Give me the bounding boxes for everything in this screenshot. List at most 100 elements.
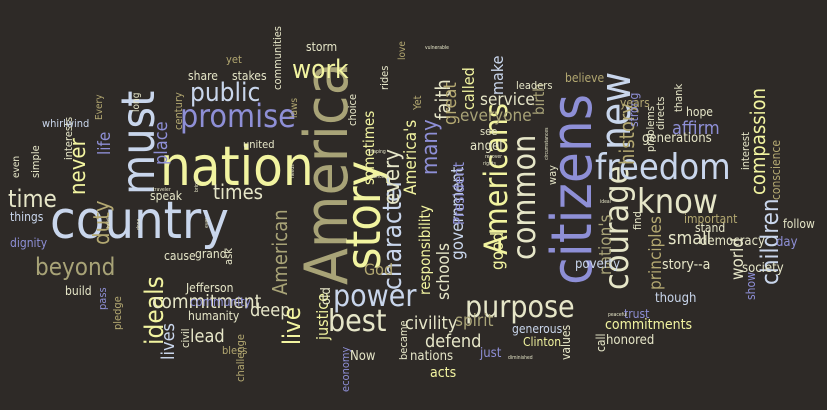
word: rights bbox=[483, 161, 496, 167]
word: way bbox=[546, 164, 559, 185]
word: whirlwind bbox=[42, 117, 90, 130]
word: Now bbox=[350, 349, 376, 364]
word: speak bbox=[150, 189, 182, 203]
word: economy bbox=[339, 346, 352, 392]
word: follow bbox=[783, 217, 815, 231]
word: needs bbox=[290, 164, 296, 178]
word: society bbox=[742, 261, 784, 276]
word: love bbox=[397, 41, 408, 60]
word: America's bbox=[401, 119, 421, 195]
word: years bbox=[620, 96, 650, 110]
word: acts bbox=[430, 365, 457, 381]
word: democracy bbox=[700, 234, 765, 249]
word: work bbox=[292, 55, 349, 85]
word: pledge bbox=[111, 296, 124, 330]
word: laws bbox=[289, 97, 300, 118]
word: yet bbox=[226, 53, 242, 66]
word: generous bbox=[512, 322, 563, 336]
word: service bbox=[480, 90, 535, 110]
word: pass bbox=[96, 287, 109, 310]
word: challenge bbox=[234, 333, 247, 382]
word: commitment bbox=[152, 291, 262, 313]
word: things bbox=[10, 210, 44, 224]
word: hold bbox=[106, 218, 112, 228]
word: generations bbox=[642, 131, 712, 146]
word: power bbox=[333, 279, 417, 314]
word: Jefferson bbox=[186, 281, 234, 295]
word: beyond bbox=[35, 253, 116, 281]
word: rides bbox=[378, 65, 391, 90]
word: day bbox=[776, 235, 798, 250]
word: Every bbox=[94, 94, 105, 120]
word: everyone bbox=[460, 106, 532, 126]
word: community bbox=[190, 295, 251, 309]
word: good bbox=[488, 231, 508, 270]
word: just bbox=[480, 346, 502, 361]
word: place bbox=[151, 121, 172, 165]
word: show bbox=[744, 272, 758, 300]
word: times bbox=[213, 180, 264, 204]
word: simple bbox=[29, 145, 42, 178]
word: shaping bbox=[368, 149, 386, 155]
word: hope bbox=[686, 105, 713, 119]
word: know bbox=[637, 182, 718, 222]
word: values bbox=[559, 324, 573, 360]
word: build bbox=[65, 284, 92, 298]
word: life bbox=[95, 131, 115, 155]
word: interest bbox=[739, 132, 752, 170]
word: time bbox=[8, 185, 57, 213]
word: spirit bbox=[455, 311, 494, 331]
word: storm bbox=[306, 40, 338, 54]
word: Yet bbox=[411, 95, 424, 110]
word: commitments bbox=[605, 317, 693, 333]
word: old bbox=[319, 287, 334, 305]
word: peaceful bbox=[608, 312, 628, 318]
word: live bbox=[278, 306, 306, 345]
word: purpose bbox=[465, 290, 575, 325]
word: civility bbox=[405, 313, 458, 334]
word: American bbox=[268, 209, 292, 295]
word: cause bbox=[164, 249, 196, 263]
word: done bbox=[136, 218, 142, 230]
word: bless bbox=[222, 344, 248, 357]
word: common bbox=[505, 134, 543, 260]
word: diminished bbox=[508, 355, 533, 361]
word: many bbox=[418, 119, 443, 175]
word: bring bbox=[194, 180, 200, 192]
word: angel bbox=[470, 139, 503, 154]
word: deep bbox=[250, 300, 291, 321]
word: ever bbox=[204, 217, 210, 228]
word: important bbox=[684, 212, 738, 226]
word: freedom bbox=[595, 147, 731, 188]
word: poverty bbox=[575, 257, 621, 272]
word: Clinton bbox=[523, 335, 562, 349]
word: long bbox=[131, 92, 142, 112]
word: circumstances bbox=[544, 127, 550, 160]
word: ideal bbox=[600, 199, 611, 205]
word: even bbox=[11, 155, 22, 178]
word: public bbox=[190, 78, 261, 108]
word: believe bbox=[565, 71, 605, 85]
word: century bbox=[172, 92, 185, 130]
word: God bbox=[364, 260, 394, 279]
word: promise bbox=[180, 97, 296, 135]
word: choice bbox=[346, 93, 359, 126]
word: became bbox=[397, 320, 410, 360]
word: recover bbox=[485, 154, 503, 160]
word: share bbox=[188, 69, 218, 83]
word: principles bbox=[646, 216, 666, 290]
word: best bbox=[328, 304, 387, 339]
word: stand bbox=[695, 221, 726, 235]
word: nation bbox=[160, 135, 314, 198]
word: though bbox=[655, 291, 697, 306]
word: honored bbox=[606, 333, 655, 348]
word: conscience bbox=[769, 139, 783, 200]
word: trust bbox=[624, 307, 650, 321]
word: communities bbox=[271, 26, 284, 90]
word: dignity bbox=[10, 236, 48, 250]
word: country bbox=[50, 191, 229, 251]
word: stakes bbox=[232, 69, 267, 83]
word: affirm bbox=[672, 118, 720, 139]
word: lives bbox=[158, 323, 179, 360]
